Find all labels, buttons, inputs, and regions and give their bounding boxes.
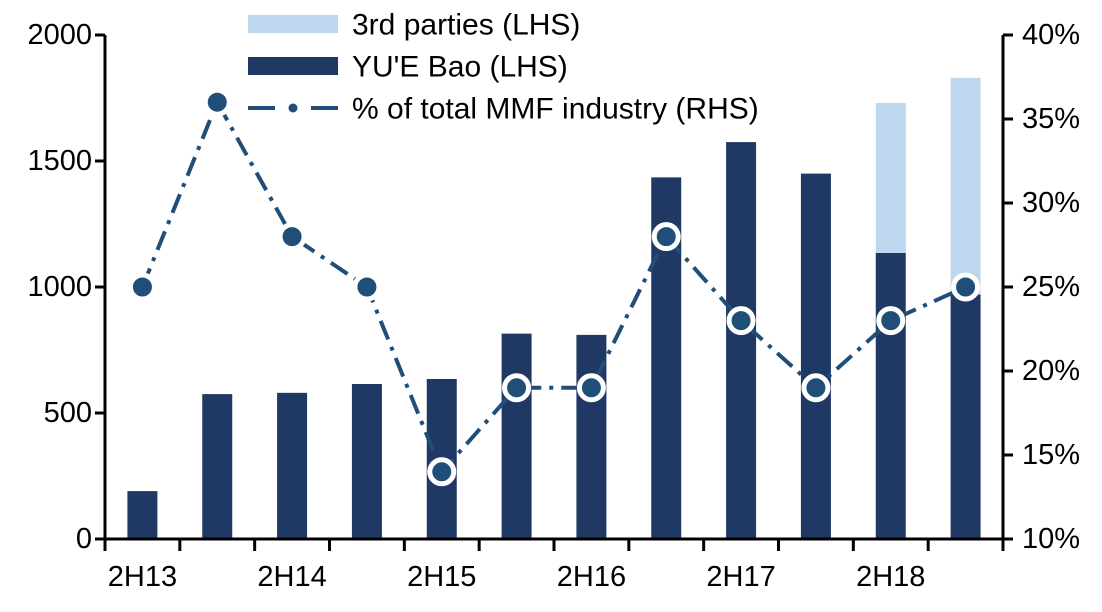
line-marker xyxy=(427,457,457,487)
legend-swatch-3rd-parties xyxy=(248,15,338,33)
line-marker xyxy=(502,373,532,403)
left-axis-tick-label: 500 xyxy=(44,397,92,429)
line-marker xyxy=(651,222,681,252)
legend-label: 3rd parties (LHS) xyxy=(352,9,580,42)
left-axis-tick-label: 2000 xyxy=(27,19,92,51)
x-axis-label: 2H15 xyxy=(407,561,476,593)
line-marker xyxy=(202,87,232,117)
bar-yue-bao xyxy=(351,384,382,538)
x-axis-label: 2H17 xyxy=(706,561,775,593)
right-axis-tick-label: 25% xyxy=(1022,271,1080,303)
bar-yue-bao xyxy=(950,294,981,538)
bar-yue-bao xyxy=(202,394,233,538)
legend-swatch-yue-bao xyxy=(248,57,338,75)
bar-3rd-parties xyxy=(950,77,981,295)
left-axis-tick-label: 1000 xyxy=(27,271,92,303)
right-axis-tick-label: 40% xyxy=(1022,19,1080,51)
right-axis-tick-label: 20% xyxy=(1022,355,1080,387)
bar-yue-bao xyxy=(726,142,757,538)
mmf-share-line xyxy=(140,97,967,476)
legend-label: YU'E Bao (LHS) xyxy=(352,51,568,84)
bar-yue-bao xyxy=(800,173,831,538)
x-axis-label: 2H14 xyxy=(257,561,326,593)
line-marker xyxy=(576,373,606,403)
line-marker xyxy=(352,272,382,302)
line-marker xyxy=(277,222,307,252)
line-marker xyxy=(726,306,756,336)
left-axis-tick-label: 0 xyxy=(76,523,92,555)
x-axis-label: 2H16 xyxy=(557,561,626,593)
right-axis-tick-label: 35% xyxy=(1022,103,1080,135)
left-axis-tick-label: 1500 xyxy=(27,145,92,177)
bar-yue-bao xyxy=(277,392,308,538)
bar-3rd-parties xyxy=(875,103,906,253)
line-marker xyxy=(801,373,831,403)
right-axis-tick-label: 30% xyxy=(1022,187,1080,219)
line-marker xyxy=(951,272,981,302)
bar-yue-bao xyxy=(127,491,158,538)
legend-label: % of total MMF industry (RHS) xyxy=(352,93,759,126)
right-axis-tick-label: 15% xyxy=(1022,439,1080,471)
right-axis-tick-label: 10% xyxy=(1022,523,1080,555)
bar-yue-bao xyxy=(501,333,532,538)
x-axis-label: 2H18 xyxy=(856,561,925,593)
legend-line-dot xyxy=(288,103,298,113)
bar-yue-bao xyxy=(875,252,906,539)
line-marker xyxy=(876,306,906,336)
line-marker xyxy=(127,272,157,302)
x-axis-label: 2H13 xyxy=(108,561,177,593)
